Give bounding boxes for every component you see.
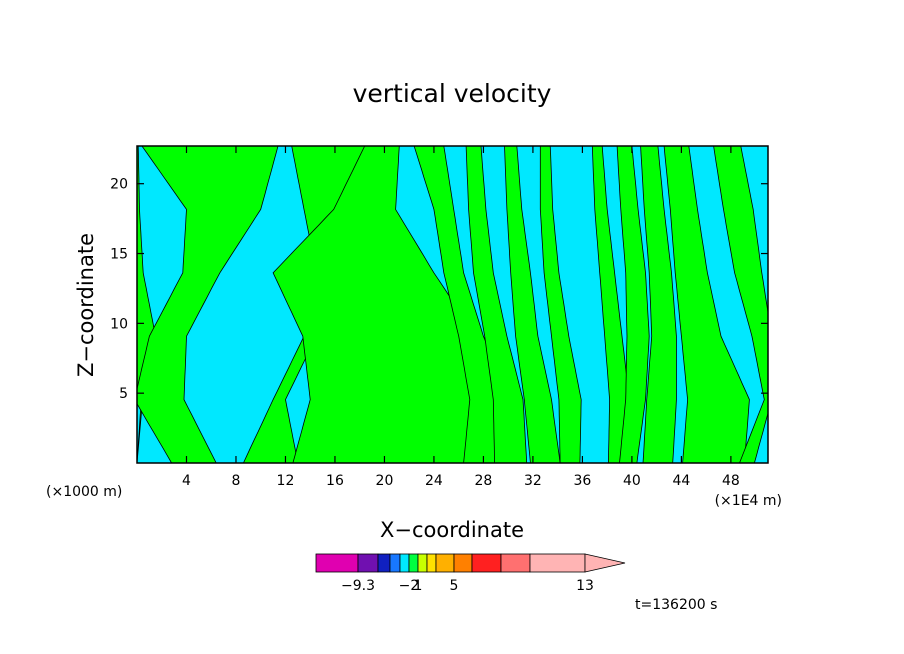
colorbar-tick-label: −2 [399,578,420,594]
x-unit-note-right: (×1E4 m) [715,493,782,509]
colorbar-swatch-8 [435,553,455,573]
x-tick-label: 48 [722,473,740,489]
colorbar-swatch-1 [357,553,379,573]
positive-band-6 [504,146,561,463]
colorbar-tick-label: 1 [414,578,423,594]
colorbar-swatch-2 [377,553,391,573]
colorbar-swatch-3 [389,553,401,573]
y-axis-label: Z−coordinate [74,233,98,377]
x-tick-label: 32 [524,473,542,489]
x-axis-label: X−coordinate [380,518,524,542]
colorbar-swatch-6 [417,553,428,573]
x-tick-label: 40 [623,473,641,489]
colorbar-swatch-5 [408,553,419,573]
x-tick-label: 8 [232,473,241,489]
colorbar-tick-label: 13 [576,578,594,594]
positive-band-11 [663,146,750,463]
x-tick-label: 28 [475,473,493,489]
y-tick-label: 20 [110,177,128,193]
colorbar-tick-label: −9.3 [341,578,375,594]
x-axis: 4 8 12 16 20 24 28 32 36 40 44 48 [182,146,740,489]
x-unit-note-left: (×1000 m) [46,484,122,500]
y-axis: 5 10 15 20 [110,177,768,402]
positive-band-12 [713,146,768,463]
x-tick-label: 12 [277,473,295,489]
colorbar-swatch-11 [500,553,531,573]
y-tick-label: 15 [110,247,128,263]
colorbar-swatch-10 [471,553,502,573]
x-tick-label: 44 [672,473,690,489]
positive-band-1 [137,146,279,463]
y-tick-label: 10 [110,316,128,332]
chart-title: vertical velocity [353,79,552,108]
colorbar-swatch-0 [315,553,359,573]
x-tick-label: 20 [376,473,394,489]
colorbar: −9.3 −21 5 13 [315,553,626,594]
positive-band-5 [465,146,528,463]
positive-band-7 [539,146,582,463]
x-tick-label: 24 [425,473,443,489]
colorbar-extend-arrow [584,553,626,573]
positive-band-8 [591,146,630,463]
plot-frame [136,145,769,464]
colorbar-tick-label: 5 [450,578,459,594]
x-tick-label: 16 [326,473,344,489]
colorbar-swatch-9 [453,553,473,573]
positive-band-10 [640,146,677,463]
x-tick-label: 36 [573,473,591,489]
y-tick-label: 5 [119,386,128,402]
time-label: t=136200 s [635,597,717,613]
plot-area [137,146,768,463]
colorbar-swatch-7 [426,553,437,573]
colorbar-swatch-12 [529,553,586,573]
colorbar-swatch-4 [399,553,410,573]
x-tick-label: 4 [182,473,191,489]
positive-band-9 [616,146,650,463]
